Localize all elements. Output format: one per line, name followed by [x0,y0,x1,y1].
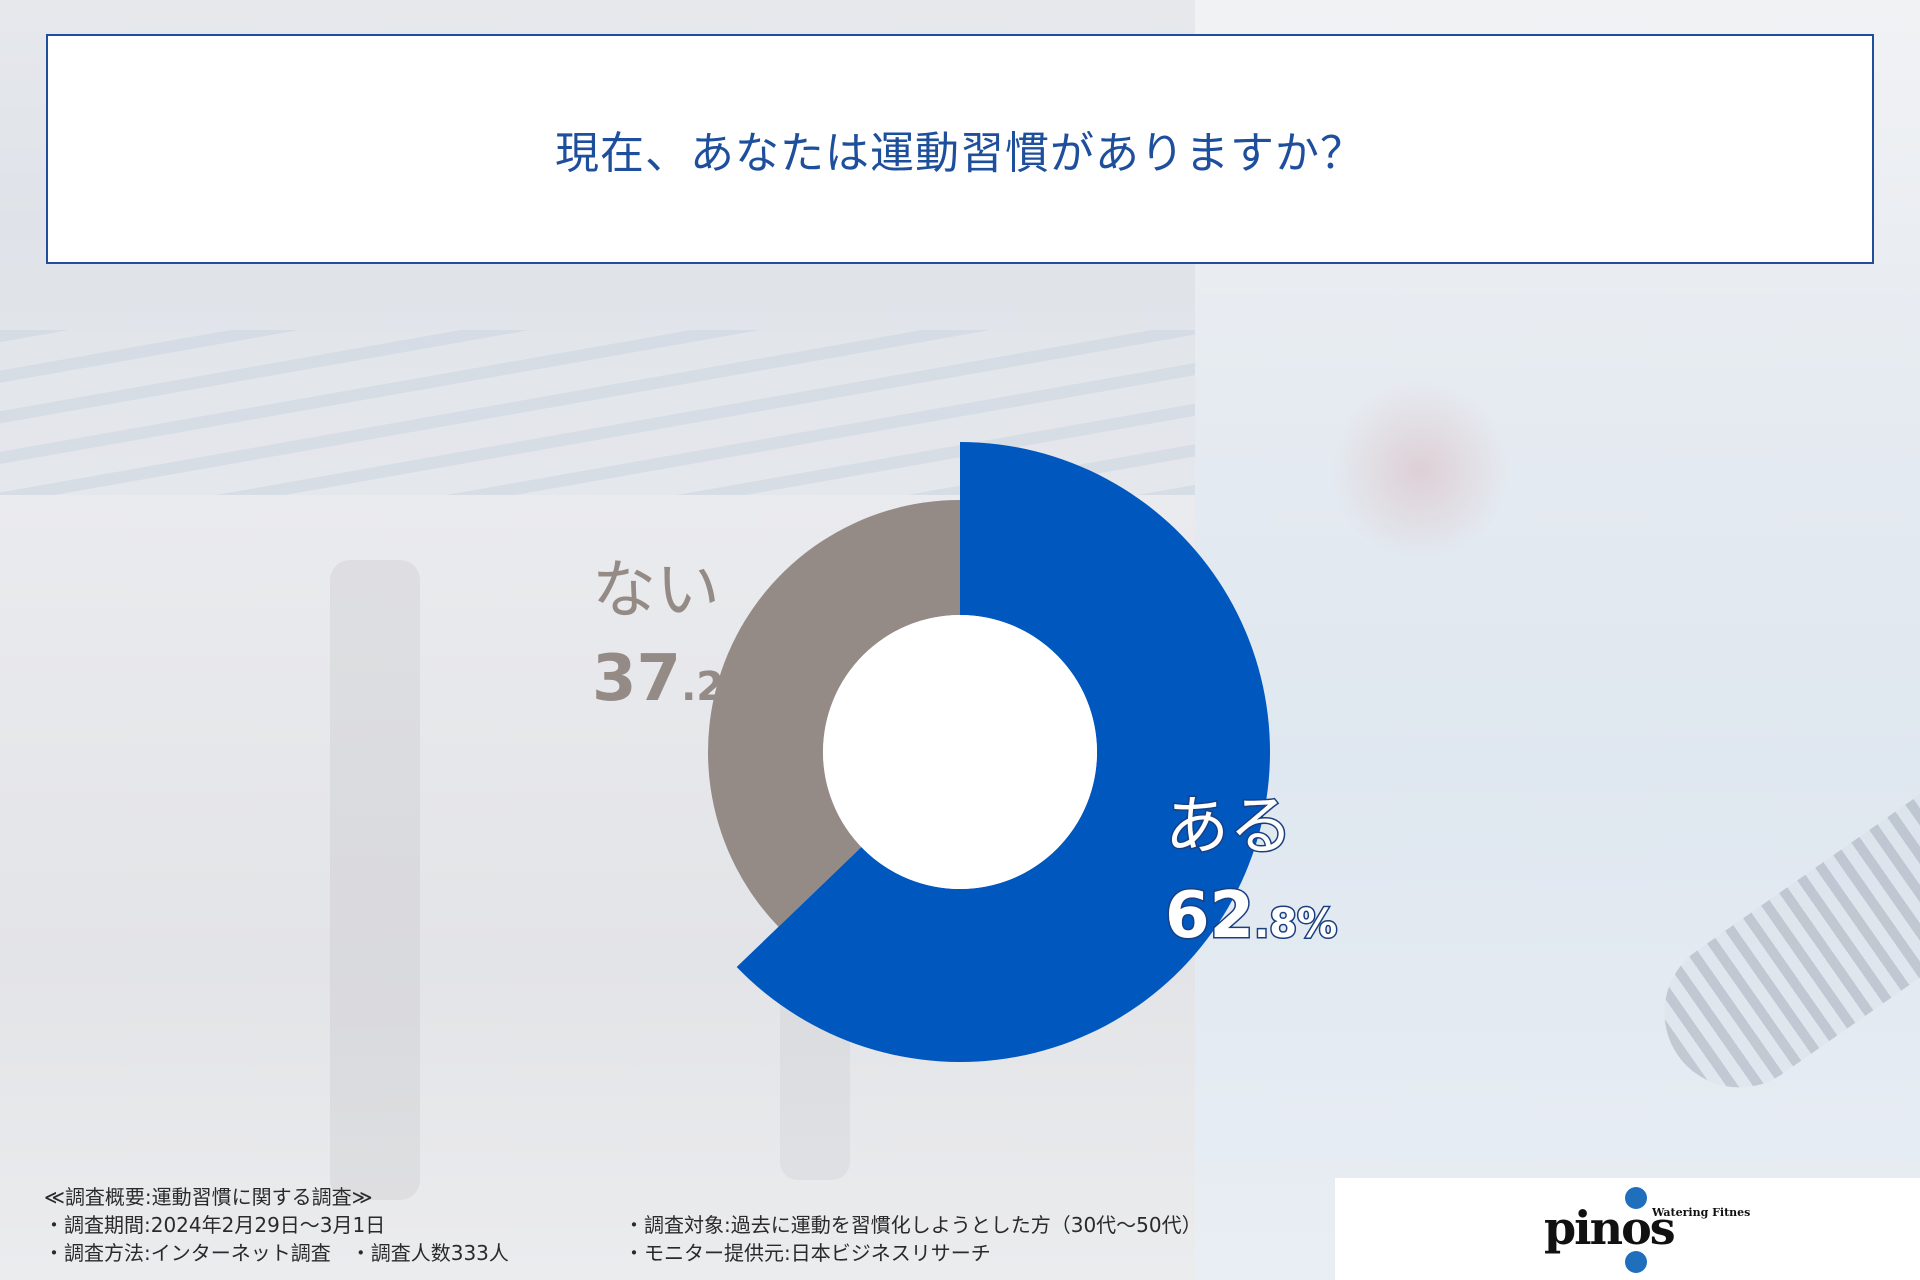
label-aru: ある [1165,790,1293,864]
value-aru-int: 62 [1165,879,1254,953]
logo-tagline: Watering Fitness [1651,1206,1750,1219]
logo-dot-top [1625,1187,1647,1209]
logo-area: pinos Watering Fitness [1335,1178,1920,1280]
survey-heading: ≪調査概要:運動習慣に関する調査≫ [44,1185,373,1209]
slice-nai [707,500,960,927]
donut-hole [823,615,1097,889]
survey-target: ・調査対象:過去に運動を習慣化しようとした方（30代〜50代） [624,1213,1202,1237]
survey-method: ・調査方法:インターネット調査 ・調査人数333人 [44,1241,509,1265]
label-nai: ない [592,554,720,628]
gym-machine-decoration [330,560,420,1200]
title-box: 現在、あなたは運動習慣がありますか？ [46,34,1874,264]
value-aru: 62.8% [1165,879,1337,953]
value-aru-dec: .8% [1254,901,1337,947]
chart-title: 現在、あなたは運動習慣がありますか？ [555,128,1365,179]
value-nai-int: 37 [592,642,681,716]
survey-provider: ・モニター提供元:日本ビジネスリサーチ [624,1241,991,1265]
survey-period: ・調査期間:2024年2月29日〜3月1日 [44,1213,386,1237]
survey-footer: ≪調査概要:運動習慣に関する調査≫ ・調査期間:2024年2月29日〜3月1日 … [44,1183,1202,1267]
swimmer-decoration [1330,380,1510,560]
value-nai-dec: .2% [681,664,764,710]
slice-aru [736,442,1270,1063]
pinos-logo: pinos Watering Fitness [1544,1187,1750,1273]
logo-wordmark: pinos [1544,1201,1675,1255]
value-nai: 37.2% [592,642,764,716]
logo-dot-bottom [1625,1251,1647,1273]
